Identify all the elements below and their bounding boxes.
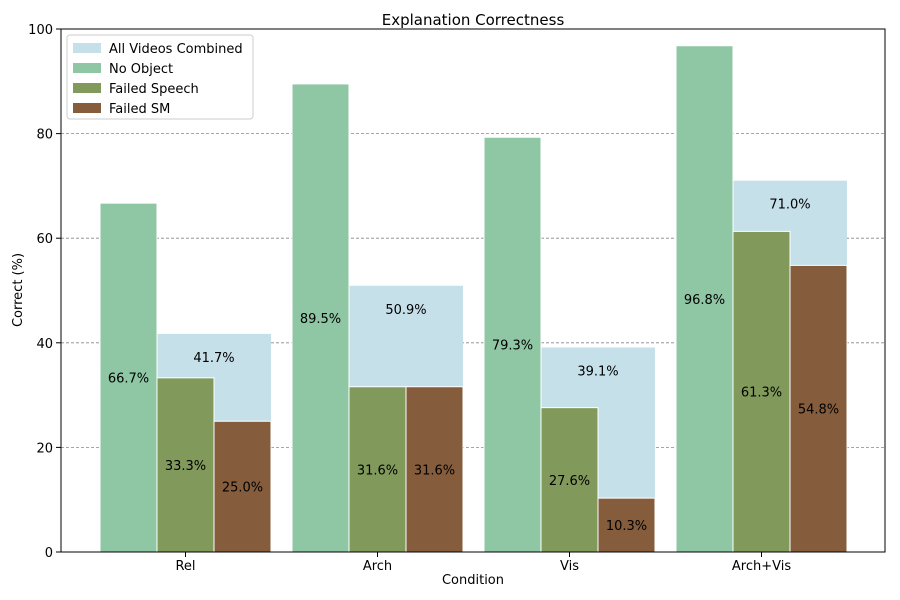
y-tick-label-100: 100 — [28, 23, 53, 38]
data-label-failed-speech-0: 33.3% — [165, 459, 206, 474]
legend-box — [66, 34, 254, 120]
data-label-failed-speech-2: 27.6% — [549, 474, 590, 489]
legend-swatch-failed-sm — [73, 103, 101, 113]
data-label-failed-sm-1: 31.6% — [414, 463, 455, 478]
bar-failed-speech-3 — [732, 230, 791, 553]
data-label-failed-sm-3: 54.8% — [798, 403, 839, 418]
data-label-no-object-0: 66.7% — [108, 372, 149, 387]
data-label-failed-speech-1: 31.6% — [357, 463, 398, 478]
y-axis-label: Correct (%) — [11, 253, 26, 327]
x-tick-label-0: Rel — [175, 559, 195, 574]
x-axis-label: Condition — [442, 573, 504, 588]
bar-failed-sm-2 — [597, 497, 656, 553]
bars — [99, 45, 848, 553]
legend-label-failed-sm: Failed SM — [109, 102, 170, 117]
bar-failed-sm-1 — [405, 386, 464, 553]
bar-failed-speech-0 — [156, 377, 215, 553]
y-tick-label-60: 60 — [36, 232, 53, 247]
data-label-combined-1: 50.9% — [385, 303, 426, 318]
data-label-combined-3: 71.0% — [769, 198, 810, 213]
bar-failed-speech-1 — [348, 386, 407, 553]
x-tick-label-3: Arch+Vis — [732, 559, 791, 574]
legend-label-combined: All Videos Combined — [109, 42, 243, 57]
data-label-no-object-3: 96.8% — [684, 293, 725, 308]
bar-no-object-2 — [483, 136, 542, 553]
y-tick-label-40: 40 — [36, 337, 53, 352]
legend-swatch-combined — [73, 43, 101, 53]
y-tick-label-20: 20 — [36, 441, 53, 456]
data-label-failed-speech-3: 61.3% — [741, 386, 782, 401]
data-label-combined-0: 41.7% — [193, 351, 234, 366]
legend: All Videos Combined No Object Failed Speec… — [66, 34, 254, 120]
bar-no-object-1 — [291, 83, 350, 553]
axes: 0 20 40 60 80 100 Rel Arch Vis Arch+Vis — [28, 23, 791, 574]
plot-area-frame — [60, 28, 886, 553]
legend-label-failed-speech: Failed Speech — [109, 82, 199, 97]
legend-label-no-object: No Object — [109, 62, 173, 77]
bar-no-object-0 — [99, 202, 158, 553]
chart-title: Explanation Correctness — [382, 11, 565, 29]
x-tick-label-1: Arch — [363, 559, 392, 574]
y-tick-label-0: 0 — [45, 546, 53, 561]
bar-failed-sm-0 — [213, 420, 272, 553]
legend-swatch-failed-speech — [73, 83, 101, 93]
data-label-no-object-1: 89.5% — [300, 312, 341, 327]
legend-swatch-no-object — [73, 63, 101, 73]
data-labels: 66.7% 33.3% 25.0% 41.7% 89.5% 31.6% 31.6% 50.9%… — [108, 198, 839, 534]
data-label-failed-sm-0: 25.0% — [222, 481, 263, 496]
data-label-no-object-2: 79.3% — [492, 339, 533, 354]
data-label-failed-sm-2: 10.3% — [606, 519, 647, 534]
data-label-combined-2: 39.1% — [577, 365, 618, 380]
bar-failed-speech-2 — [540, 407, 599, 553]
bar-failed-sm-3 — [789, 264, 848, 553]
y-tick-label-80: 80 — [36, 128, 53, 143]
x-tick-label-2: Vis — [560, 559, 579, 574]
